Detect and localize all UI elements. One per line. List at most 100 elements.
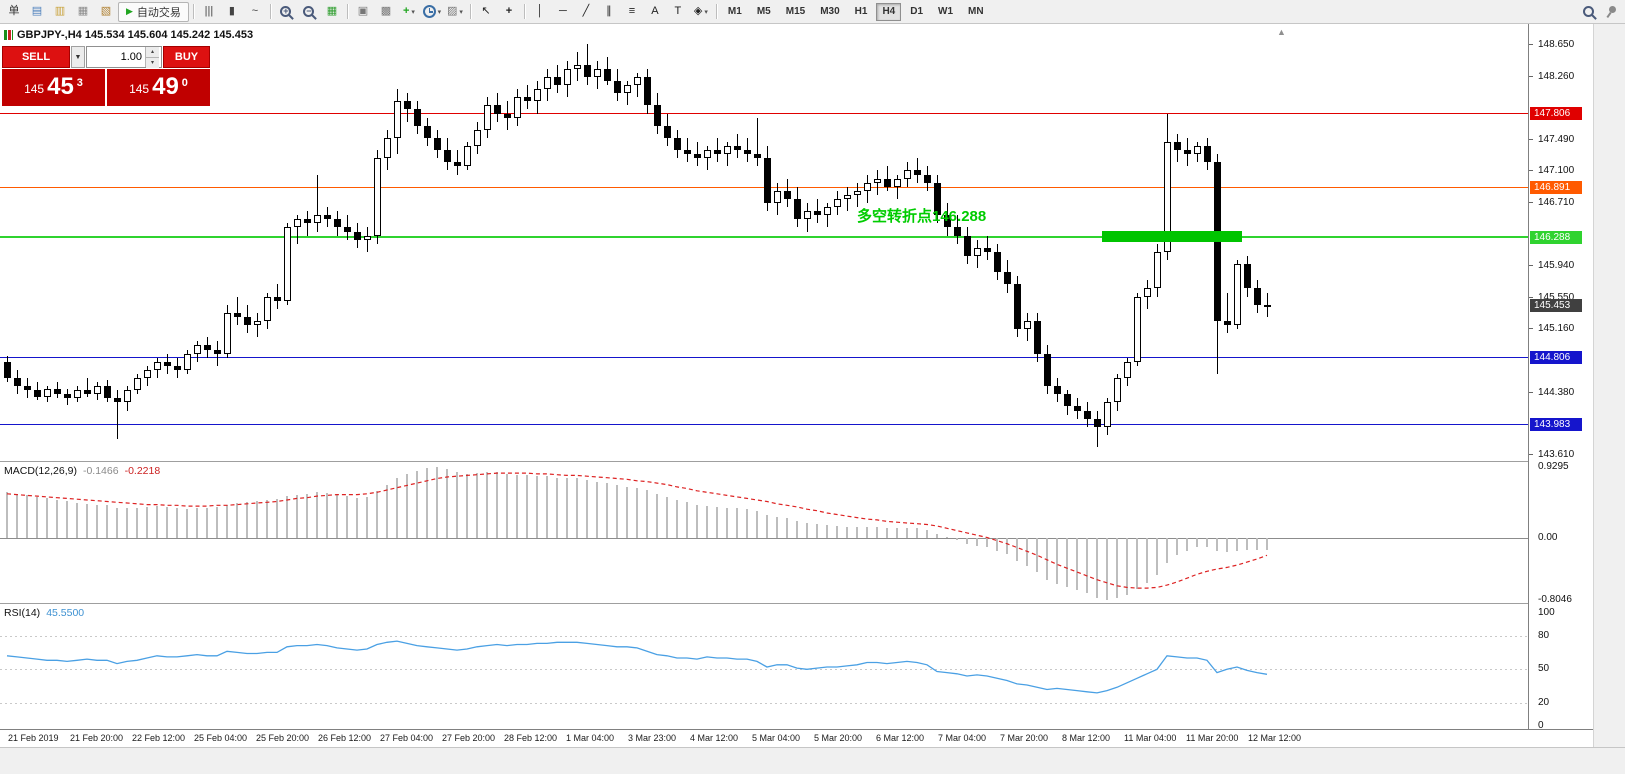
macd-histogram-bar <box>126 508 128 539</box>
timeframe-mn[interactable]: MN <box>968 6 984 17</box>
macd-histogram-bar <box>1166 538 1168 563</box>
text-label-icon[interactable]: T <box>674 5 682 17</box>
level-price-label: 146.891 <box>1530 181 1582 195</box>
navigator-icon[interactable]: ▦ <box>77 5 89 17</box>
pin-icon[interactable] <box>1600 2 1622 22</box>
vertical-line-icon[interactable]: │ <box>536 5 544 17</box>
candle-body <box>134 377 141 391</box>
buy-price-button[interactable]: 145 49 0 <box>107 69 210 106</box>
auto-trading-button[interactable]: ▶ 自动交易 <box>118 1 189 22</box>
rsi-axis-label: 100 <box>1538 607 1555 618</box>
cascade-windows-icon[interactable]: ▣ <box>357 5 369 17</box>
market-watch-icon[interactable]: ▥ <box>54 5 66 17</box>
candle-body <box>614 80 621 94</box>
periods-icon[interactable]: ▾ <box>421 2 443 22</box>
equidistant-channel-icon[interactable]: ∥ <box>606 5 612 17</box>
rsi-axis-label: 80 <box>1538 629 1550 641</box>
zoom-out-icon[interactable] <box>298 2 320 22</box>
timeframe-m30[interactable]: M30 <box>820 6 840 17</box>
tile-windows-icon[interactable]: ▦ <box>326 5 338 17</box>
candle-body <box>724 146 731 155</box>
templates-icon[interactable]: ▨ ▾ <box>446 5 463 17</box>
macd-histogram-bar <box>956 538 958 540</box>
rsi-panel[interactable]: RSI(14) 45.5500 <box>0 603 1528 729</box>
vertical-scrollbar[interactable] <box>1593 24 1625 747</box>
toolbar-separator <box>469 4 471 19</box>
horizontal-line-icon[interactable]: ─ <box>559 5 567 17</box>
macd-histogram-bar <box>566 478 568 539</box>
candle-body <box>414 109 421 126</box>
bid-prefix: 145 <box>24 82 45 96</box>
candle-body <box>534 89 541 102</box>
search-icon[interactable] <box>1577 2 1599 22</box>
macd-histogram-bar <box>876 526 878 539</box>
timeframe-h4[interactable]: H4 <box>876 2 902 21</box>
symbol-ohlc-readout: GBPJPY-,H4 145.534 145.604 145.242 145.4… <box>4 29 253 41</box>
price-axis[interactable]: 148.650 148.260 147.490 147.100 146.710 145.9… <box>1528 24 1593 747</box>
line-chart-icon[interactable]: ~ <box>251 5 259 17</box>
horizontal-level-line <box>0 235 1528 238</box>
trendline-icon[interactable]: ╱ <box>582 5 590 17</box>
order-icon[interactable]: 单 <box>8 5 20 17</box>
time-axis-label: 21 Feb 20:00 <box>70 733 124 743</box>
crosshair-icon[interactable]: + <box>505 5 513 17</box>
buy-button[interactable]: BUY <box>163 46 210 68</box>
charts-icon[interactable]: ▤ <box>31 5 43 17</box>
sell-button[interactable]: SELL <box>2 46 70 68</box>
candle-body <box>484 105 491 130</box>
timeframe-w1[interactable]: W1 <box>938 6 954 17</box>
zoom-in-icon[interactable] <box>275 2 297 22</box>
candle-body <box>84 390 91 395</box>
scroll-to-end-icon[interactable]: ▲ <box>1277 27 1286 37</box>
arrows-icon[interactable]: ◈ ▾ <box>693 5 708 17</box>
sell-price-button[interactable]: 145 45 3 <box>2 69 105 106</box>
timeframe-h1[interactable]: H1 <box>854 6 868 17</box>
bar-chart-icon[interactable]: ||| <box>204 5 214 17</box>
candle-body <box>354 231 361 240</box>
price-tick-mark <box>1529 328 1533 330</box>
timeframe-m15[interactable]: M15 <box>785 6 806 17</box>
macd-histogram-bar <box>626 486 628 539</box>
macd-histogram-bar <box>1046 538 1048 580</box>
main-toolbar: 单 ▤ ▥ ▦ ▧ ▶自动交易 ||| ▮ ~ ▦ ▣ ▩ +▾ ▾▨▾ ↖ + │ ─ ╱ ∥ ≡ A T ◈▾ M1 M5 M1… <box>0 0 1625 24</box>
candle-wick <box>847 186 848 212</box>
volume-input[interactable] <box>87 47 145 67</box>
timeframe-m1[interactable]: M1 <box>727 6 742 17</box>
volume-up-button[interactable]: ▴ <box>146 47 159 58</box>
candlestick-chart-icon[interactable]: ▮ <box>228 5 235 17</box>
macd-histogram-bar <box>866 526 868 539</box>
macd-histogram-bar <box>326 493 328 539</box>
timeframe-d1[interactable]: D1 <box>910 6 924 17</box>
macd-histogram-bar <box>196 508 198 539</box>
fibonacci-icon[interactable]: ≡ <box>628 5 636 17</box>
arrange-windows-icon[interactable]: ▩ <box>380 5 392 17</box>
candle-body <box>564 68 571 86</box>
price-tick-mark <box>1529 44 1533 46</box>
candle-body <box>594 68 601 77</box>
macd-histogram-bar <box>26 495 28 539</box>
candle-body <box>1044 353 1051 387</box>
candle-body <box>104 386 111 399</box>
macd-histogram-bar <box>1016 538 1018 562</box>
terminal-icon[interactable]: ▧ <box>100 5 112 17</box>
volume-down-button[interactable]: ▾ <box>146 58 159 68</box>
candle-body <box>864 182 871 191</box>
time-axis-label: 1 Mar 04:00 <box>566 733 615 743</box>
candle-body <box>754 154 761 159</box>
cursor-icon[interactable]: ↖ <box>481 5 491 17</box>
horizontal-scrollbar[interactable] <box>0 747 1625 774</box>
candle-body <box>794 198 801 220</box>
time-axis[interactable]: 21 Feb 2019 21 Feb 20:00 22 Feb 12:00 25 Fe… <box>0 729 1593 747</box>
macd-panel[interactable]: MACD(12,26,9) -0.1466 -0.2218 <box>0 461 1528 603</box>
macd-histogram-bar <box>466 473 468 539</box>
macd-histogram-bar <box>1076 538 1078 591</box>
time-axis-label: 4 Mar 12:00 <box>690 733 739 743</box>
text-icon[interactable]: A <box>651 5 659 17</box>
timeframe-m5[interactable]: M5 <box>756 6 771 17</box>
main-chart-panel[interactable]: GBPJPY-,H4 145.534 145.604 145.242 145.4… <box>0 24 1528 461</box>
candle-body <box>474 129 481 147</box>
trade-options-dropdown[interactable]: ▼ <box>71 46 85 68</box>
candle-body <box>24 386 31 391</box>
add-indicator-icon[interactable]: + ▾ <box>402 5 415 17</box>
macd-histogram-bar <box>796 520 798 539</box>
